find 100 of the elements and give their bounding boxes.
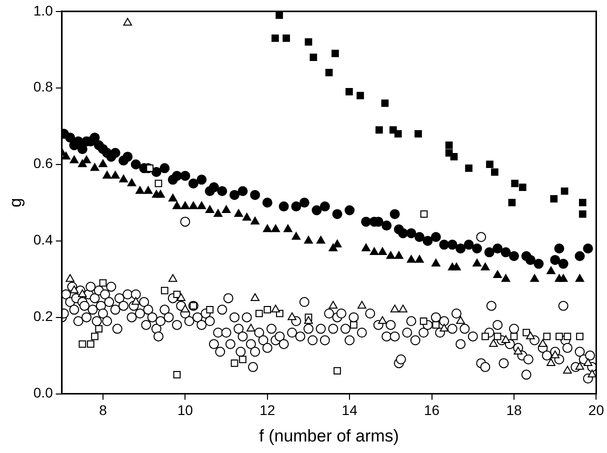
point [522, 328, 530, 336]
point [230, 360, 238, 367]
point [325, 68, 333, 76]
point [482, 332, 489, 340]
point [90, 163, 100, 171]
y-axis-title: g [6, 198, 25, 208]
point [440, 324, 449, 332]
point [550, 350, 560, 358]
point [370, 247, 379, 256]
point [420, 210, 428, 218]
point [456, 316, 465, 324]
point [154, 180, 162, 188]
point [127, 178, 136, 186]
point [304, 316, 313, 324]
point [510, 332, 518, 340]
point [168, 274, 178, 282]
point [168, 194, 178, 202]
y-tick-label: 0.8 [33, 78, 54, 95]
point [514, 346, 523, 354]
point [271, 304, 280, 312]
point [222, 205, 231, 213]
point [78, 340, 86, 348]
point [262, 224, 272, 232]
point [110, 170, 120, 179]
point [394, 130, 402, 138]
x-tick-label: 20 [588, 402, 604, 418]
point [250, 293, 260, 301]
point [190, 302, 198, 310]
point [160, 286, 168, 294]
point [144, 186, 153, 194]
point [180, 304, 190, 312]
point [78, 289, 87, 298]
point [95, 325, 103, 332]
point [282, 34, 290, 42]
point [584, 358, 592, 366]
point [420, 317, 428, 325]
point [250, 216, 260, 224]
x-tick-label: 18 [506, 402, 522, 418]
point [491, 168, 498, 176]
point [445, 142, 453, 149]
point [70, 286, 79, 294]
point [189, 201, 198, 210]
point [271, 224, 280, 232]
point [386, 251, 396, 259]
point [358, 300, 366, 309]
point [310, 54, 318, 61]
point [214, 209, 222, 217]
point [345, 88, 353, 96]
point [486, 160, 494, 168]
point [350, 321, 358, 329]
point [530, 274, 539, 282]
point [564, 332, 572, 340]
point [376, 126, 383, 134]
point [501, 335, 510, 344]
point [242, 212, 252, 221]
x-tick-label: 12 [260, 402, 276, 418]
point [328, 300, 338, 309]
y-tick-label: 0.4 [33, 232, 54, 248]
point [511, 180, 519, 188]
point [480, 262, 490, 270]
point [102, 170, 112, 179]
point [452, 262, 461, 270]
y-tick-label: 0.0 [33, 384, 54, 401]
point [205, 205, 214, 213]
point [390, 304, 400, 312]
point [131, 297, 140, 305]
point [578, 210, 586, 218]
point [575, 362, 584, 370]
point [414, 130, 422, 138]
point [432, 321, 440, 329]
point [578, 198, 586, 206]
point [508, 198, 516, 206]
point [576, 332, 584, 340]
point [378, 247, 387, 256]
point [176, 293, 186, 301]
x-axis-title: f (number of arms) [259, 426, 399, 446]
point [538, 339, 548, 347]
point [156, 190, 165, 198]
point [501, 274, 510, 282]
point [304, 38, 312, 46]
point [556, 332, 563, 340]
point [276, 12, 283, 19]
x-tick-label: 8 [99, 402, 108, 418]
point [66, 274, 74, 282]
point [246, 324, 256, 332]
point [465, 164, 472, 172]
point [518, 184, 526, 191]
point [239, 356, 246, 364]
point [398, 304, 408, 312]
point [588, 370, 596, 378]
point [234, 209, 244, 217]
point [70, 156, 79, 164]
point [432, 258, 440, 267]
point [62, 152, 70, 160]
point [206, 306, 214, 314]
point [493, 270, 502, 278]
y-tick-label: 0.2 [33, 308, 54, 324]
point [304, 236, 313, 244]
point [472, 258, 482, 267]
point [550, 195, 558, 202]
